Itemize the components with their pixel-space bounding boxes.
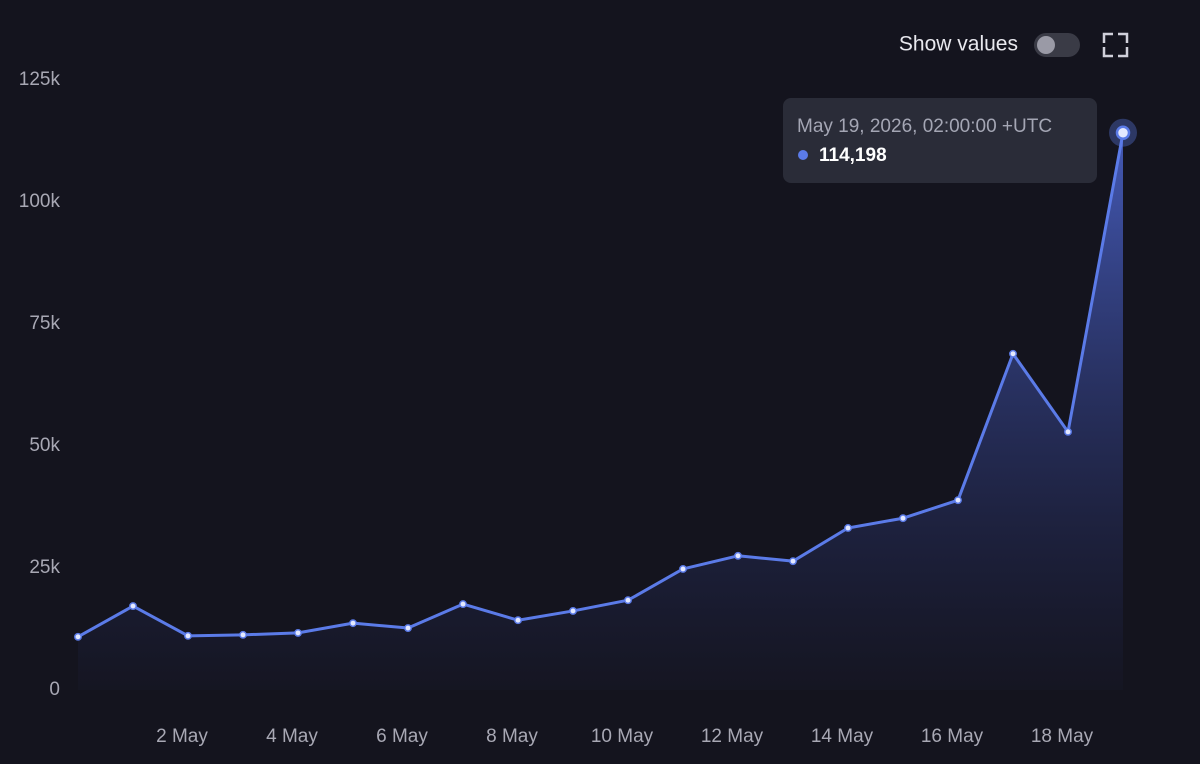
x-tick-label: 18 May bbox=[1031, 726, 1094, 747]
toggle-knob[interactable] bbox=[1037, 36, 1055, 54]
x-tick-label: 12 May bbox=[701, 726, 764, 747]
point[interactable] bbox=[514, 616, 522, 625]
x-tick-label: 8 May bbox=[486, 726, 538, 747]
point[interactable] bbox=[624, 596, 632, 605]
y-tick-label: 25k bbox=[29, 557, 60, 578]
fullscreen-glyph[interactable] bbox=[1102, 32, 1129, 58]
tooltip-box bbox=[783, 98, 1097, 183]
point[interactable] bbox=[569, 606, 577, 615]
y-tick-label: 50k bbox=[29, 435, 60, 456]
x-tick-label: 6 May bbox=[376, 726, 428, 747]
point[interactable] bbox=[459, 600, 467, 609]
tooltip-dot bbox=[798, 150, 808, 160]
point[interactable] bbox=[899, 514, 907, 523]
tooltip: May 19, 2026, 02:00:00 +UTC 114,198 bbox=[783, 98, 1097, 183]
point[interactable] bbox=[679, 565, 687, 573]
toggle-label: Show values bbox=[899, 33, 1018, 56]
point[interactable] bbox=[294, 628, 302, 637]
x-tick-label: 14 May bbox=[811, 726, 874, 747]
point[interactable] bbox=[1115, 125, 1131, 140]
point[interactable] bbox=[954, 496, 962, 505]
tooltip-title: May 19, 2026, 02:00:00 +UTC bbox=[797, 116, 1052, 137]
line bbox=[77, 132, 1125, 639]
tooltip-value: 114,198 bbox=[819, 145, 887, 166]
point[interactable] bbox=[349, 619, 357, 628]
point[interactable] bbox=[1009, 349, 1017, 358]
x-tick-label: 2 May bbox=[156, 726, 208, 747]
point[interactable] bbox=[789, 557, 797, 566]
point[interactable] bbox=[404, 624, 412, 632]
y-tick-label: 125k bbox=[19, 69, 61, 90]
area-fill bbox=[78, 132, 1123, 691]
toggle-switch[interactable] bbox=[1034, 33, 1080, 57]
y-tick-label: 100k bbox=[19, 191, 61, 212]
point[interactable] bbox=[74, 632, 82, 641]
x-tick-label: 4 May bbox=[266, 726, 318, 747]
point[interactable] bbox=[844, 524, 852, 532]
point[interactable] bbox=[1064, 427, 1072, 436]
point[interactable] bbox=[184, 631, 192, 640]
fullscreen-icon[interactable] bbox=[1102, 32, 1129, 58]
y-tick-label: 0 bbox=[49, 679, 60, 700]
y-tick-label: 75k bbox=[29, 313, 60, 334]
point[interactable] bbox=[129, 602, 137, 611]
point[interactable] bbox=[239, 630, 247, 639]
point[interactable] bbox=[734, 551, 742, 560]
x-tick-label: 10 May bbox=[591, 726, 654, 747]
x-tick-label: 16 May bbox=[921, 726, 984, 747]
